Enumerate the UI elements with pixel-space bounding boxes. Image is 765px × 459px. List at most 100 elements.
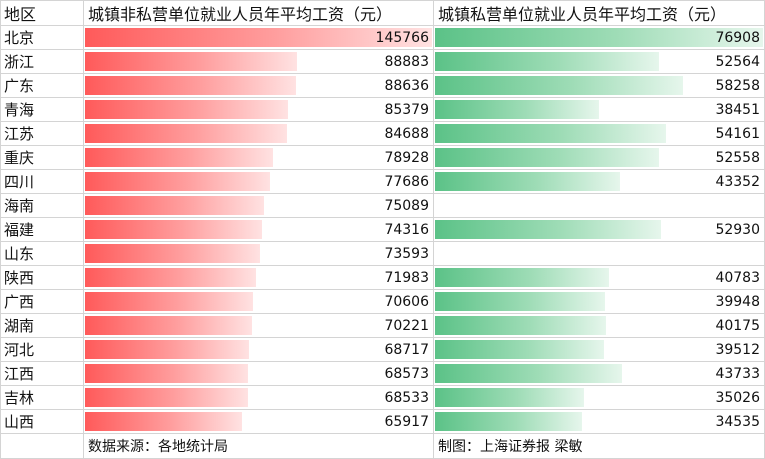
private-wage-cell[interactable]: 54161 — [433, 121, 765, 146]
nonprivate-data-bar — [85, 124, 287, 143]
region-cell[interactable]: 江西 — [0, 361, 84, 386]
private-wage-value: 35026 — [715, 389, 760, 406]
region-label: 浙江 — [4, 53, 35, 71]
private-wage-cell[interactable] — [433, 241, 765, 266]
region-label: 江西 — [4, 365, 35, 383]
private-data-bar — [435, 148, 659, 167]
nonprivate-wage-value: 68573 — [384, 365, 429, 382]
private-wage-cell[interactable]: 34535 — [433, 409, 765, 434]
region-label: 青海 — [4, 101, 35, 119]
private-wage-value: 54161 — [715, 125, 760, 142]
nonprivate-wage-cell[interactable]: 74316 — [83, 217, 434, 242]
nonprivate-wage-cell[interactable]: 68717 — [83, 337, 434, 362]
header-region[interactable]: 地区 — [0, 0, 84, 26]
region-cell[interactable]: 重庆 — [0, 145, 84, 170]
region-cell[interactable]: 吉林 — [0, 385, 84, 410]
nonprivate-wage-cell[interactable]: 77686 — [83, 169, 434, 194]
nonprivate-wage-cell[interactable]: 75089 — [83, 193, 434, 218]
region-cell[interactable]: 山西 — [0, 409, 84, 434]
private-wage-value: 39512 — [715, 341, 760, 358]
nonprivate-data-bar — [85, 364, 248, 383]
credit-note-cell[interactable]: 制图：上海证券报 梁敏 — [433, 433, 765, 459]
nonprivate-wage-cell[interactable]: 84688 — [83, 121, 434, 146]
region-cell[interactable]: 河北 — [0, 337, 84, 362]
region-cell[interactable]: 陕西 — [0, 265, 84, 290]
region-label: 吉林 — [4, 389, 35, 407]
table-row: 湖南 70221 40175 — [0, 313, 765, 338]
nonprivate-wage-value: 68533 — [384, 389, 429, 406]
nonprivate-wage-value: 70221 — [384, 317, 429, 334]
region-cell[interactable]: 浙江 — [0, 49, 84, 74]
private-wage-cell[interactable]: 52930 — [433, 217, 765, 242]
header-private-wage[interactable]: 城镇私营单位就业人员年平均工资（元） — [433, 0, 765, 26]
nonprivate-wage-cell[interactable]: 68533 — [83, 385, 434, 410]
private-wage-cell[interactable]: 35026 — [433, 385, 765, 410]
region-cell[interactable]: 福建 — [0, 217, 84, 242]
nonprivate-wage-cell[interactable]: 88883 — [83, 49, 434, 74]
private-wage-value: 38451 — [715, 101, 760, 118]
nonprivate-data-bar — [85, 388, 248, 407]
table-row: 河北 68717 39512 — [0, 337, 765, 362]
region-cell[interactable]: 海南 — [0, 193, 84, 218]
nonprivate-wage-value: 84688 — [384, 125, 429, 142]
table-row: 海南 75089 — [0, 193, 765, 218]
nonprivate-wage-cell[interactable]: 70221 — [83, 313, 434, 338]
private-data-bar — [435, 100, 599, 119]
nonprivate-wage-cell[interactable]: 65917 — [83, 409, 434, 434]
private-wage-cell[interactable]: 40783 — [433, 265, 765, 290]
header-nonprivate-wage[interactable]: 城镇非私营单位就业人员年平均工资（元） — [83, 0, 434, 26]
nonprivate-wage-cell[interactable]: 88636 — [83, 73, 434, 98]
private-wage-cell[interactable]: 43733 — [433, 361, 765, 386]
nonprivate-data-bar — [85, 100, 288, 119]
private-wage-cell[interactable]: 58258 — [433, 73, 765, 98]
private-wage-value: 40783 — [715, 269, 760, 286]
private-wage-cell[interactable]: 39512 — [433, 337, 765, 362]
nonprivate-wage-cell[interactable]: 73593 — [83, 241, 434, 266]
private-wage-cell[interactable]: 43352 — [433, 169, 765, 194]
private-wage-cell[interactable]: 40175 — [433, 313, 765, 338]
region-label: 海南 — [4, 197, 35, 215]
empty-cell[interactable] — [0, 433, 84, 459]
region-cell[interactable]: 广东 — [0, 73, 84, 98]
private-data-bar — [435, 220, 661, 239]
region-cell[interactable]: 山东 — [0, 241, 84, 266]
table-row: 四川 77686 43352 — [0, 169, 765, 194]
private-wage-cell[interactable]: 52558 — [433, 145, 765, 170]
nonprivate-wage-cell[interactable]: 85379 — [83, 97, 434, 122]
region-cell[interactable]: 广西 — [0, 289, 84, 314]
table-row: 青海 85379 38451 — [0, 97, 765, 122]
region-cell[interactable]: 青海 — [0, 97, 84, 122]
nonprivate-wage-cell[interactable]: 68573 — [83, 361, 434, 386]
private-wage-cell[interactable]: 38451 — [433, 97, 765, 122]
nonprivate-wage-value: 71983 — [384, 269, 429, 286]
nonprivate-wage-cell[interactable]: 71983 — [83, 265, 434, 290]
footer-row: 数据来源：各地统计局 制图：上海证券报 梁敏 — [0, 433, 765, 459]
nonprivate-data-bar — [85, 220, 262, 239]
table-row: 浙江 88883 52564 — [0, 49, 765, 74]
private-wage-value: 40175 — [715, 317, 760, 334]
private-wage-cell[interactable]: 39948 — [433, 289, 765, 314]
private-wage-cell[interactable]: 52564 — [433, 49, 765, 74]
region-cell[interactable]: 北京 — [0, 25, 84, 50]
nonprivate-data-bar — [85, 268, 256, 287]
region-label: 广西 — [4, 293, 35, 311]
source-note-cell[interactable]: 数据来源：各地统计局 — [83, 433, 434, 459]
private-wage-value: 43733 — [715, 365, 760, 382]
private-wage-cell[interactable]: 76908 — [433, 25, 765, 50]
nonprivate-wage-value: 65917 — [384, 413, 429, 430]
region-cell[interactable]: 江苏 — [0, 121, 84, 146]
private-wage-value: 52564 — [715, 53, 760, 70]
region-cell[interactable]: 四川 — [0, 169, 84, 194]
region-label: 广东 — [4, 77, 35, 95]
private-wage-cell[interactable] — [433, 193, 765, 218]
nonprivate-data-bar — [85, 148, 273, 167]
table-row: 北京 145766 76908 — [0, 25, 765, 50]
region-label: 河北 — [4, 341, 35, 359]
region-cell[interactable]: 湖南 — [0, 313, 84, 338]
nonprivate-data-bar — [85, 76, 296, 95]
nonprivate-wage-value: 74316 — [384, 221, 429, 238]
nonprivate-wage-cell[interactable]: 70606 — [83, 289, 434, 314]
nonprivate-wage-cell[interactable]: 145766 — [83, 25, 434, 50]
nonprivate-wage-cell[interactable]: 78928 — [83, 145, 434, 170]
